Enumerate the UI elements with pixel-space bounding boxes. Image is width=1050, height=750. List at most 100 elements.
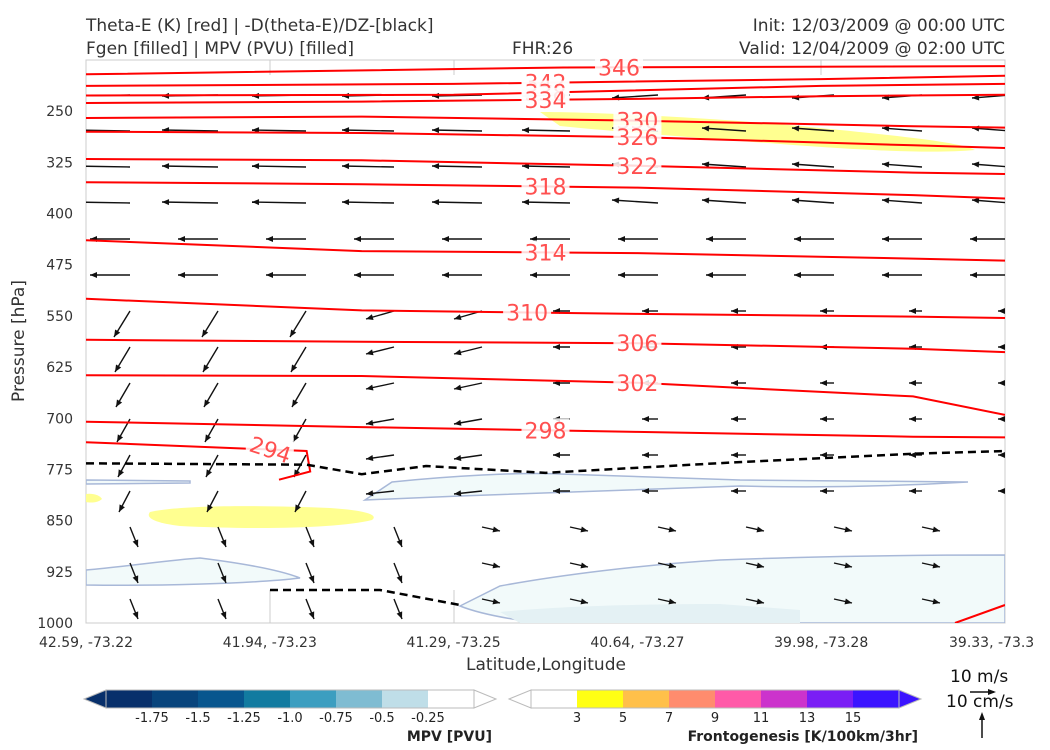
wind-vector-head [756, 598, 764, 605]
wind-vector-head [530, 272, 537, 278]
y-tick-label: 550 [46, 309, 73, 325]
theta-e-label-318: 318 [525, 175, 567, 200]
wind-vector-head [668, 562, 676, 569]
wind-vector-head [702, 161, 710, 168]
wind-vector [746, 635, 764, 639]
wind-vector-head [454, 384, 462, 391]
wind-vector-head [366, 349, 374, 356]
wind-vector-head [794, 236, 801, 242]
wind-vector [161, 201, 219, 204]
colorbar-extend-right [898, 689, 923, 709]
wind-vector-head [454, 490, 462, 497]
wind-vector-head [844, 526, 852, 533]
wind-vector [701, 199, 747, 204]
wind-vector-head [882, 125, 890, 132]
wind-vector-head [454, 455, 462, 461]
ref-vector-horizontal-label: 10 m/s [950, 667, 1008, 687]
wind-vector-head [132, 611, 139, 619]
colorbar-swatch [623, 690, 670, 708]
wind-vector-head [133, 647, 139, 655]
wind-vector-head [553, 344, 560, 350]
colorbar-swatch [807, 690, 854, 708]
wind-vector-head [553, 452, 560, 458]
colorbar-swatch [428, 690, 475, 708]
wind-vector-head [132, 575, 139, 583]
contour-label-bg [613, 153, 662, 176]
init-time: Init: 12/03/2009 @ 00:00 UTC [753, 16, 1005, 36]
wind-vector-head [932, 562, 940, 569]
mpv-colorbar-title: MPV [PVU] [407, 729, 492, 745]
wind-vector [341, 129, 395, 132]
wind-vector-head [162, 199, 170, 206]
mpv-fill-left-bottom [86, 557, 301, 586]
wind-vector-head [998, 308, 1005, 314]
wind-vector-head [266, 272, 273, 278]
theta-e-label-302: 302 [616, 372, 658, 397]
theta-e-label-326: 326 [616, 126, 658, 151]
x-tick-label: 41.29, -73.25 [407, 635, 501, 651]
mpv-fill-mid [362, 472, 969, 501]
wind-vector-head [522, 163, 530, 170]
x-tick-label: 39.98, -73.28 [774, 635, 868, 651]
wind-vector [251, 129, 307, 132]
wind-vector-head [432, 199, 440, 206]
theta-e-contour-342 [86, 74, 1005, 87]
wind-vector-head [162, 163, 170, 170]
wind-vector-head [366, 455, 374, 461]
contour-label-bg [613, 370, 662, 393]
fgen-fill-edge [86, 493, 102, 503]
wind-vector-head [882, 272, 889, 278]
wind-vector-head [794, 272, 801, 278]
theta-e-contour-294 [86, 441, 312, 481]
contour-label-bg [613, 125, 662, 148]
wind-vector-head [396, 611, 403, 619]
wind-vector [791, 199, 835, 204]
wind-vector-head [612, 197, 620, 204]
wind-vector-head [702, 197, 710, 204]
wind-vector [521, 201, 571, 204]
wind-vector-head [203, 364, 210, 372]
colorbar-tick-label: -1.75 [135, 711, 169, 726]
wind-vector-head [820, 416, 827, 422]
wind-vector-head [998, 416, 1005, 422]
wind-vector-head [972, 197, 980, 204]
wind-vector [791, 163, 835, 168]
contour-label-bg [503, 300, 552, 323]
fgen-colorbar: 3 5 7 9 11 13 15 [507, 689, 923, 726]
wind-vector [431, 129, 483, 132]
colorbar-tick-label: 9 [711, 711, 719, 726]
wind-vector-head [220, 611, 227, 619]
wind-vector-head [618, 272, 625, 278]
y-tick-label: 1000 [37, 616, 73, 632]
wind-vector-head [618, 236, 625, 242]
wind-vector-head [731, 380, 738, 386]
colorbar-extend-left [507, 689, 532, 709]
colorbar-extend-right [473, 689, 498, 709]
wind-vector-head [117, 434, 124, 442]
colorbar-swatch [152, 690, 199, 708]
wind-vector-head [972, 161, 980, 168]
wind-vector-head [90, 272, 97, 278]
colorbar-tick-label: -1.0 [277, 711, 302, 726]
wind-vector [86, 129, 131, 132]
wind-vector-head [668, 598, 676, 605]
wind-vector-head [642, 308, 649, 314]
wind-vector-head [292, 399, 299, 407]
wind-vector-head [132, 539, 139, 547]
y-tick-label: 250 [46, 104, 73, 120]
wind-vector-head [792, 125, 800, 132]
wind-vector [341, 165, 395, 168]
wind-vector-head [998, 452, 1005, 458]
fgen-fill-lower [148, 506, 374, 528]
x-tick-label: 39.33, -73.3 [949, 635, 1034, 651]
wind-vector-head [702, 125, 710, 132]
contour-label-bg [521, 174, 570, 197]
wind-vector [521, 129, 571, 132]
wind-vector-head [220, 539, 227, 547]
y-tick-label: 925 [46, 565, 73, 581]
wind-vector-head [252, 199, 260, 206]
theta-e-label-298: 298 [525, 419, 567, 444]
wind-vector [701, 127, 747, 132]
wind-vector-head [998, 380, 1005, 386]
wind-vector-head [882, 236, 889, 242]
